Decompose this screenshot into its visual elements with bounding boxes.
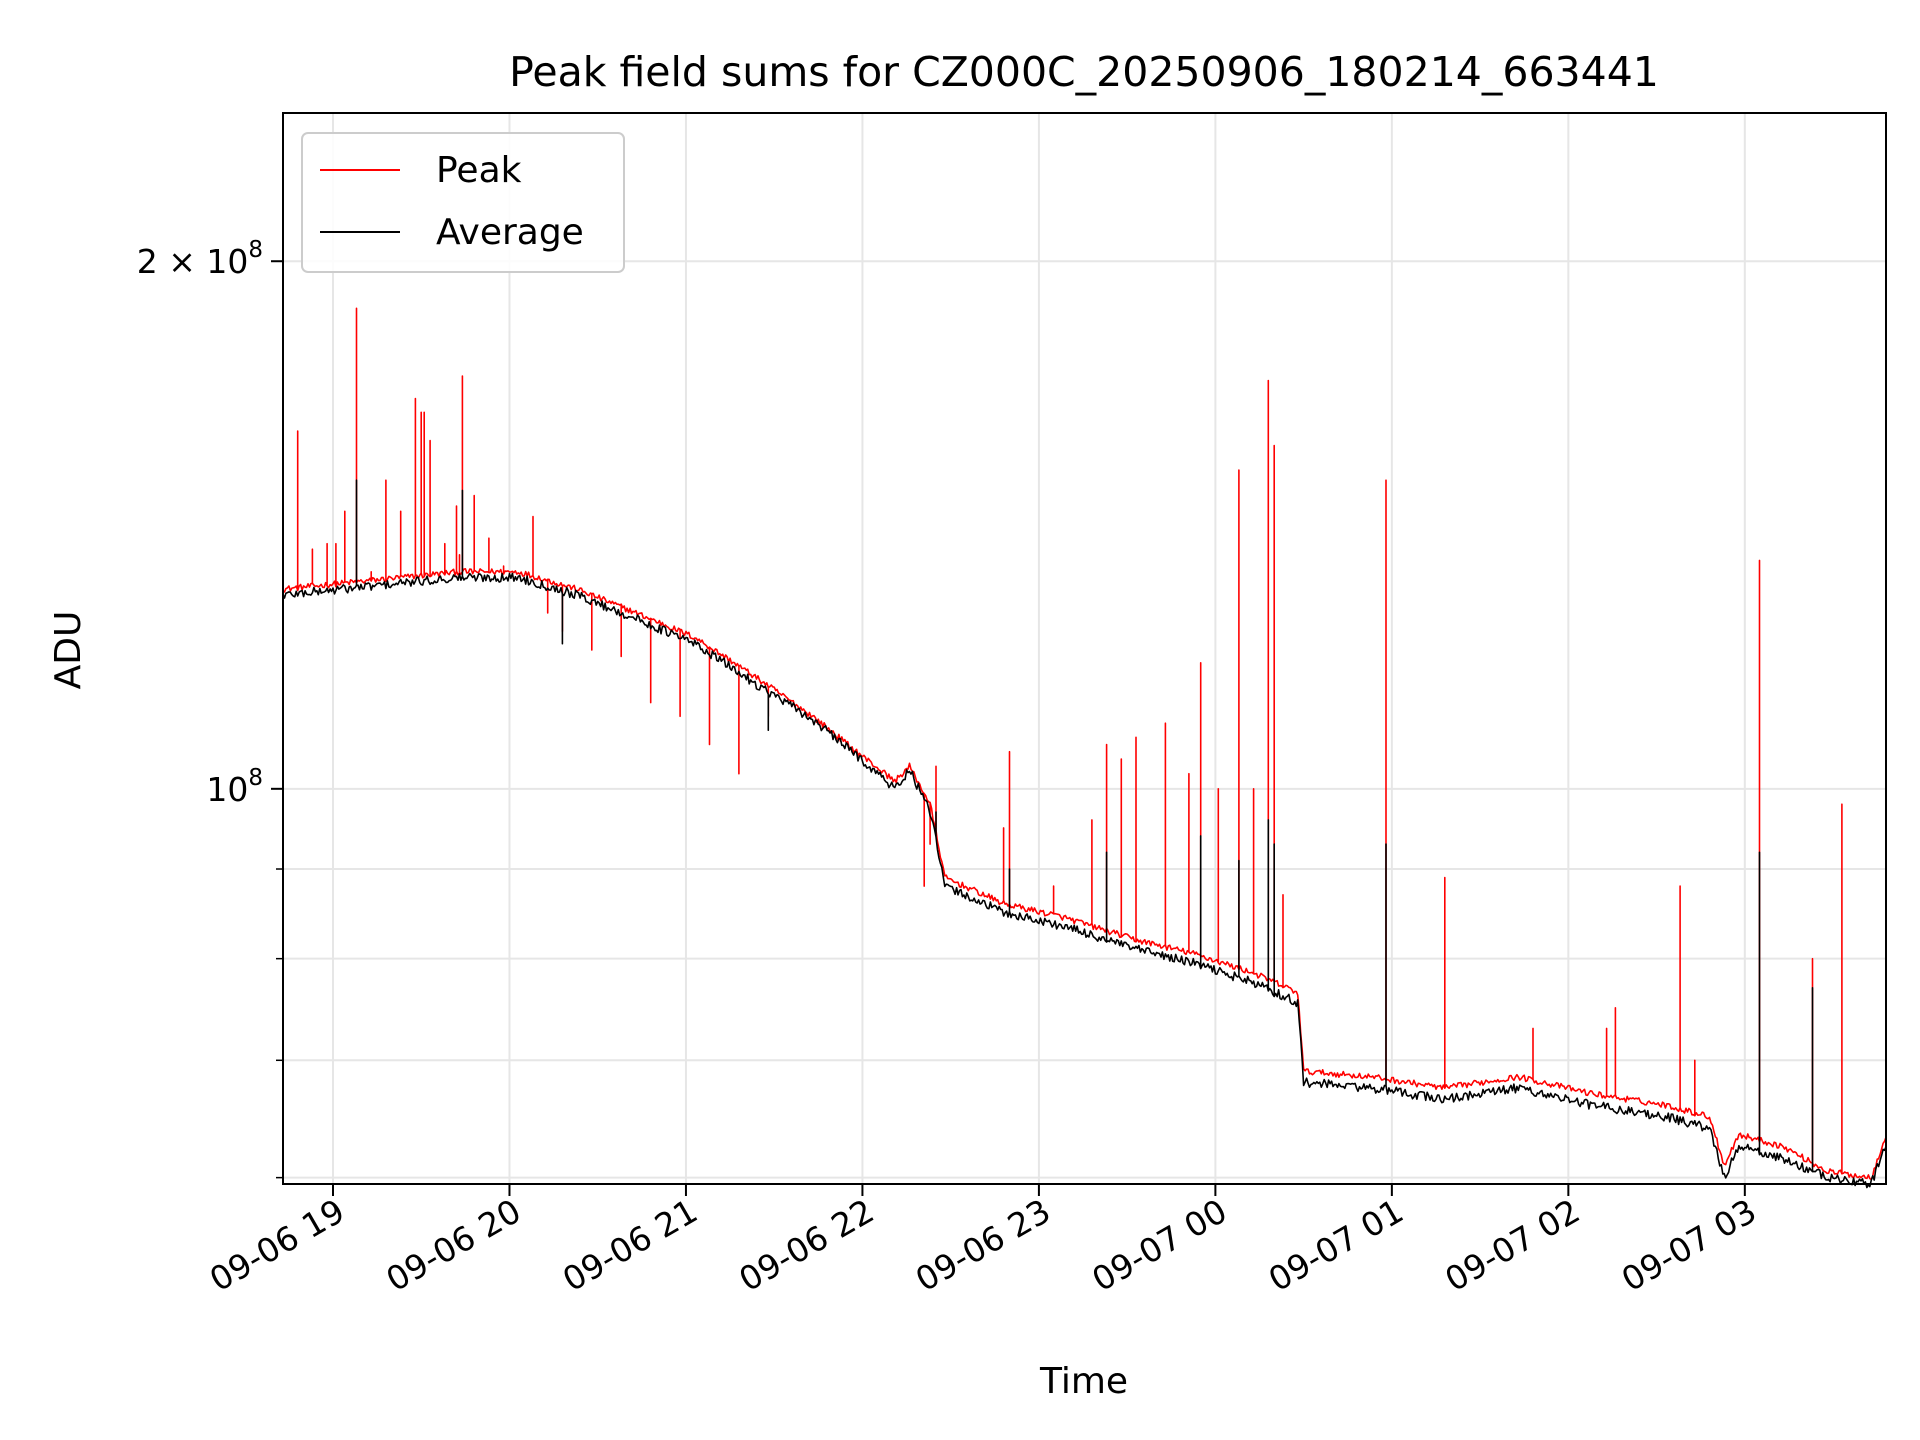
plot-lines [282,307,1887,1189]
y-tick-label-exponent: 8 [248,765,263,791]
grid [283,113,1886,1184]
y-tick-label-exponent: 8 [248,237,263,263]
legend-label-average: Average [436,212,584,253]
series-average-line [282,479,1887,1189]
legend: Peak Average [301,132,625,273]
y-tick-label: 2 × 108 [137,237,263,281]
y-tick-label-base: 2 × 10 [137,242,249,281]
y-tick-label-base: 10 [206,770,248,809]
plot-area-frame [282,112,1887,1185]
y-tick-label: 108 [206,765,263,809]
y-axis-label: ADU [48,611,89,690]
x-axis-label: Time [1039,1361,1128,1402]
chart-title: Peak field sums for CZ000C_20250906_1802… [509,48,1659,96]
series-peak-line [282,307,1887,1181]
legend-label-peak: Peak [436,150,522,191]
legend-frame [301,132,625,273]
